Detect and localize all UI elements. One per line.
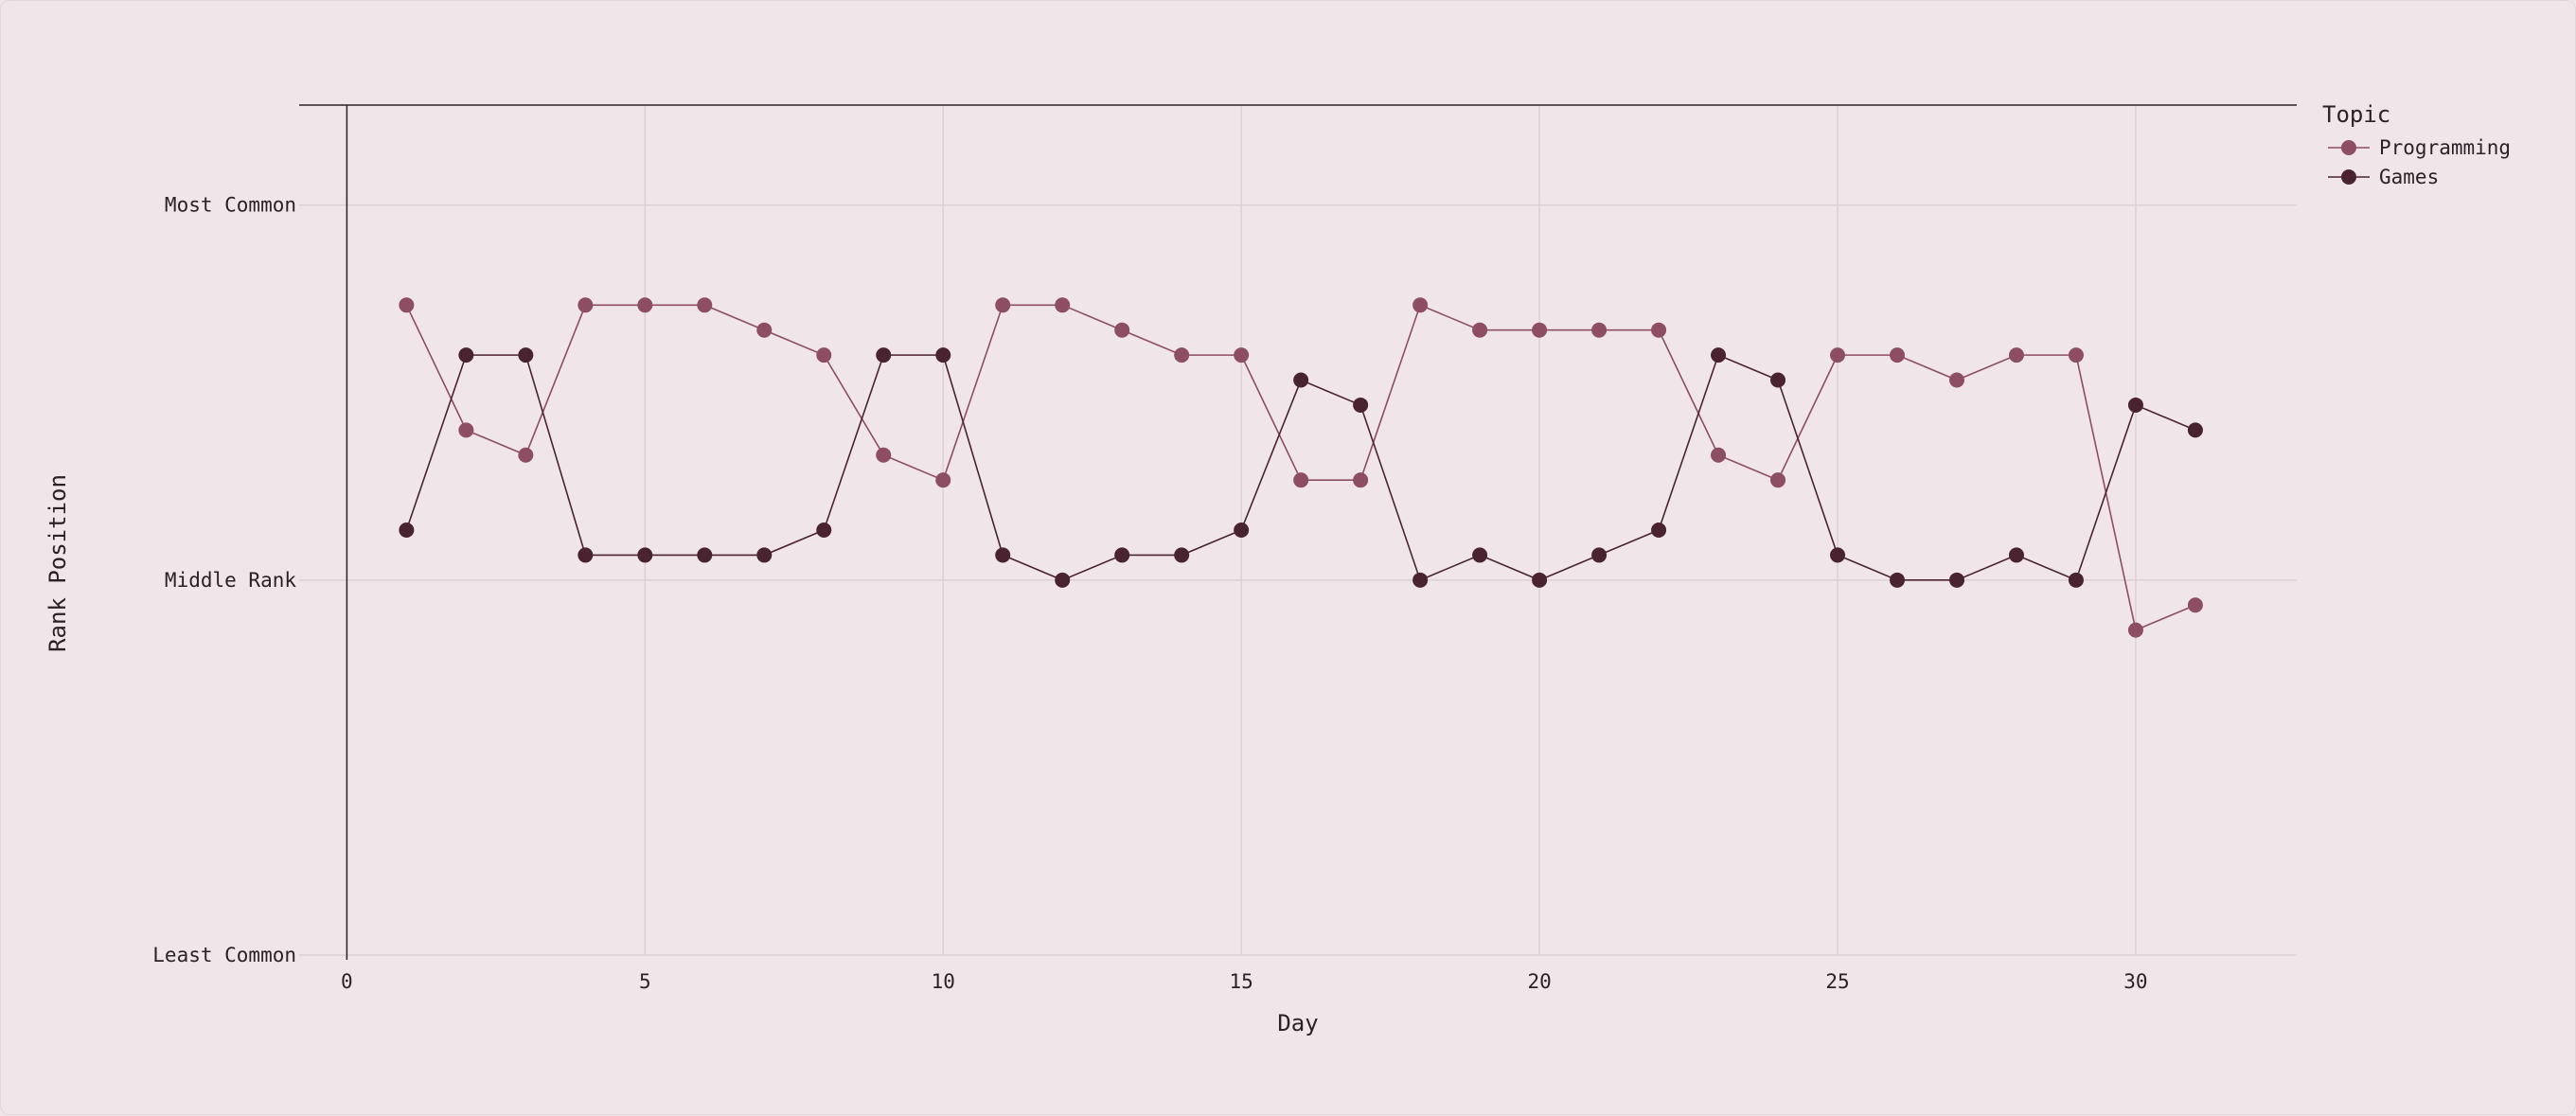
data-point-games <box>756 547 773 563</box>
data-point-programming <box>1234 347 1250 363</box>
y-axis-title: Rank Position <box>44 474 71 652</box>
legend-items: Programming Games <box>2328 136 2511 188</box>
data-point-games <box>2187 422 2203 438</box>
x-tick-label: 30 <box>2123 970 2147 993</box>
data-point-games <box>637 547 653 563</box>
data-point-games <box>1234 523 1250 538</box>
tick-labels: 0 5 10 15 20 25 30 Least Common Middle Rank Most … <box>152 194 2147 993</box>
data-point-programming <box>1412 297 1429 313</box>
data-point-games <box>458 347 474 363</box>
series-layer <box>399 297 2203 638</box>
x-tick-label: 20 <box>1527 970 1551 993</box>
x-tick-label: 5 <box>639 970 651 993</box>
data-point-games <box>2127 397 2143 413</box>
data-point-programming <box>876 447 892 463</box>
y-tick-label: Least Common <box>152 944 296 966</box>
data-point-programming <box>1472 322 1488 338</box>
legend-item-games: Games <box>2328 166 2439 188</box>
grid-layer <box>299 105 2297 956</box>
data-point-games <box>935 347 951 363</box>
data-point-games <box>1830 547 1846 563</box>
data-point-games <box>1293 372 1309 388</box>
data-point-games <box>2068 572 2084 588</box>
data-point-games <box>1711 347 1727 363</box>
data-point-programming <box>1174 347 1190 363</box>
data-point-games <box>697 547 713 563</box>
data-point-programming <box>756 322 773 338</box>
x-tick-label: 10 <box>932 970 955 993</box>
data-point-games <box>518 347 534 363</box>
data-point-programming <box>637 297 653 313</box>
data-point-games <box>1055 572 1071 588</box>
y-tick-label: Most Common <box>165 194 296 217</box>
data-point-games <box>399 523 415 538</box>
data-point-programming <box>1948 372 1964 388</box>
x-tick-label: 25 <box>1825 970 1849 993</box>
data-point-programming <box>1651 322 1667 338</box>
data-point-programming <box>2187 597 2203 613</box>
data-point-games <box>1651 523 1667 538</box>
data-point-games <box>1770 372 1786 388</box>
data-point-programming <box>1293 472 1309 488</box>
data-point-programming <box>995 297 1011 313</box>
x-tick-label: 15 <box>1230 970 1253 993</box>
data-point-programming <box>1830 347 1846 363</box>
data-point-programming <box>935 472 951 488</box>
series-line-games <box>405 354 2196 581</box>
x-axis-title: Day <box>1277 1010 1318 1036</box>
data-point-programming <box>697 297 713 313</box>
data-point-programming <box>1353 472 1369 488</box>
data-point-games <box>1114 547 1130 563</box>
legend-item-programming: Programming <box>2328 136 2511 159</box>
data-point-programming <box>399 297 415 313</box>
legend-marker <box>2341 140 2356 155</box>
data-point-games <box>876 347 892 363</box>
data-point-programming <box>2008 347 2024 363</box>
legend-label: Games <box>2379 166 2439 188</box>
data-point-programming <box>577 297 594 313</box>
legend-title: Topic <box>2322 101 2390 128</box>
data-point-programming <box>2068 347 2084 363</box>
data-point-games <box>1890 572 1905 588</box>
data-point-programming <box>458 422 474 438</box>
data-point-programming <box>816 347 832 363</box>
data-point-games <box>995 547 1011 563</box>
data-point-games <box>1472 547 1488 563</box>
data-point-programming <box>1591 322 1608 338</box>
data-point-programming <box>518 447 534 463</box>
data-point-programming <box>1114 322 1130 338</box>
x-tick-label: 0 <box>341 970 353 993</box>
y-tick-label: Middle Rank <box>165 569 296 592</box>
legend-marker <box>2341 169 2356 185</box>
axis-layer <box>299 104 2297 960</box>
data-point-games <box>1353 397 1369 413</box>
data-point-programming <box>1890 347 1905 363</box>
legend-label: Programming <box>2379 136 2511 159</box>
data-point-games <box>1532 572 1548 588</box>
data-point-programming <box>1532 322 1548 338</box>
data-point-programming <box>2127 622 2143 638</box>
data-point-games <box>816 523 832 538</box>
data-point-games <box>1412 572 1429 588</box>
series-line-programming <box>405 304 2196 631</box>
data-point-programming <box>1711 447 1727 463</box>
data-point-games <box>1591 547 1608 563</box>
data-point-games <box>1948 572 1964 588</box>
data-point-games <box>2008 547 2024 563</box>
legend: Topic Programming Games <box>2322 101 2511 188</box>
data-point-games <box>577 547 594 563</box>
data-point-programming <box>1770 472 1786 488</box>
data-point-programming <box>1055 297 1071 313</box>
data-point-games <box>1174 547 1190 563</box>
